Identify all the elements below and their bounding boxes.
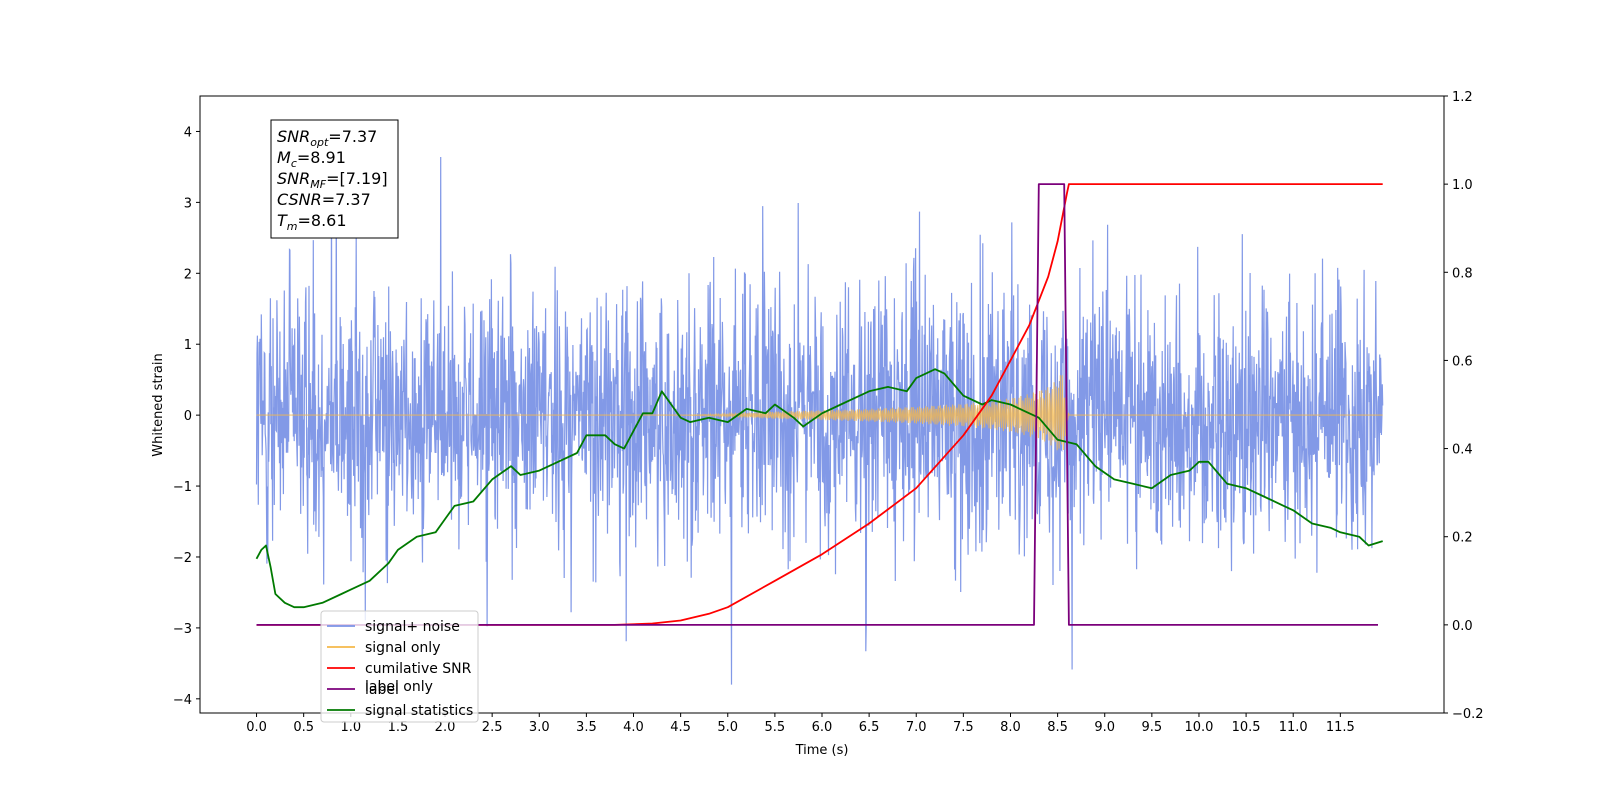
cumulative-snr-line xyxy=(256,183,1383,626)
y-tick-label: −2 xyxy=(173,551,192,566)
x-tick-label: 9.5 xyxy=(1142,720,1163,735)
annotation-line: Tm=8.61 xyxy=(277,211,347,233)
label-line xyxy=(256,183,1378,626)
y-tick-label: 4 xyxy=(184,125,192,140)
y-tick-label: −3 xyxy=(173,622,192,637)
x-tick-label: 8.0 xyxy=(1000,720,1021,735)
y-axis-ticks: 4 3 2 1 0 −1 −2 −3 −4 xyxy=(173,125,200,708)
y-tick-label: 0 xyxy=(184,409,192,424)
y-tick-label: −1 xyxy=(173,480,192,495)
annotation-line: SNRopt=7.37 xyxy=(277,127,377,149)
signal-statistics-line xyxy=(255,368,1383,609)
y2-tick-label: −0.2 xyxy=(1452,707,1484,722)
x-tick-label: 1.0 xyxy=(340,720,361,735)
y-axis-label: Whitened strain xyxy=(151,353,166,456)
legend-label: label xyxy=(365,682,399,698)
y-tick-label: 3 xyxy=(184,196,192,211)
y-tick-label: 1 xyxy=(184,338,192,353)
annotation-line: CSNR=7.37 xyxy=(277,190,371,209)
x-axis-ticks: 0.0 0.5 1.0 1.5 2.0 2.5 3.0 3.5 4.0 4.5 5.0 5.5 6.0 6… xyxy=(246,713,1355,735)
annotation-line: SNRMF=[7.19] xyxy=(277,169,388,191)
annotation-frame xyxy=(270,119,399,239)
y-tick-label: 2 xyxy=(184,267,192,282)
legend-label: signal statistics xyxy=(365,703,473,719)
x-tick-label: 0.0 xyxy=(246,720,267,735)
x-tick-label: 2.0 xyxy=(435,720,456,735)
y2-tick-label: 0.2 xyxy=(1452,531,1473,546)
legend-label: cumilative SNR xyxy=(365,661,472,677)
legend-label: signal+ noise xyxy=(365,619,460,635)
x-tick-label: 3.5 xyxy=(576,720,597,735)
legend: label only signal+ noise signal only cumil… xyxy=(320,610,479,723)
x-tick-label: 10.0 xyxy=(1184,720,1213,735)
x-tick-label: 6.0 xyxy=(812,720,833,735)
x-tick-label: 0.5 xyxy=(293,720,314,735)
signal-noise-line xyxy=(255,156,1384,685)
x-tick-label: 11.0 xyxy=(1279,720,1308,735)
right-axis-series xyxy=(255,183,1383,626)
x-tick-label: 2.5 xyxy=(482,720,503,735)
x-tick-label: 1.5 xyxy=(388,720,409,735)
x-tick-label: 5.5 xyxy=(765,720,786,735)
x-axis-label: Time (s) xyxy=(795,743,849,758)
y2-tick-label: 1.2 xyxy=(1452,90,1473,105)
signal-noise-layer xyxy=(255,156,1384,685)
x-tick-label: 11.5 xyxy=(1326,720,1355,735)
y2-tick-label: 0.0 xyxy=(1452,619,1473,634)
y2-tick-label: 0.4 xyxy=(1452,443,1473,458)
y2-tick-label: 1.0 xyxy=(1452,178,1473,193)
x-tick-label: 4.5 xyxy=(670,720,691,735)
legend-frame xyxy=(320,610,479,723)
x-tick-label: 7.0 xyxy=(906,720,927,735)
x-tick-label: 9.0 xyxy=(1094,720,1115,735)
y2-axis-ticks: 1.2 1.0 0.8 0.6 0.4 0.2 0.0 −0.2 xyxy=(1444,90,1484,722)
legend-label: signal only xyxy=(365,640,440,656)
y-tick-label: −4 xyxy=(173,693,192,708)
x-tick-label: 7.5 xyxy=(953,720,974,735)
x-tick-label: 3.0 xyxy=(529,720,550,735)
x-tick-label: 5.0 xyxy=(717,720,738,735)
plot-area xyxy=(255,156,1384,685)
y2-tick-label: 0.8 xyxy=(1452,266,1473,281)
x-tick-label: 4.0 xyxy=(623,720,644,735)
x-tick-label: 10.5 xyxy=(1232,720,1261,735)
x-tick-label: 6.5 xyxy=(859,720,880,735)
annotation-line: Mc=8.91 xyxy=(277,148,346,170)
x-tick-label: 8.5 xyxy=(1047,720,1068,735)
legend-hidden-text: label only xyxy=(365,679,433,695)
y2-tick-label: 0.6 xyxy=(1452,354,1473,369)
